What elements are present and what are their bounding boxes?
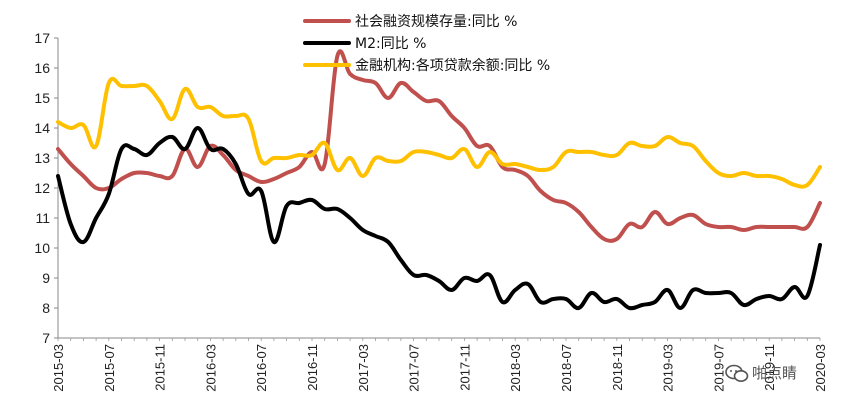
axes-layer: 7 8 9 10 11 12 13 14 15 16 17 2015-03 2015-07 2015-11…	[34, 30, 828, 392]
watermark-text: 啪点睛	[752, 364, 797, 382]
legend-label: 社会融资规模存量:同比 %	[355, 14, 517, 30]
y-tick-label: 7	[42, 330, 50, 346]
series-line-m2-yoy	[56, 126, 822, 311]
x-tick-label: 2016-03	[203, 344, 218, 392]
y-tick-label: 17	[34, 30, 50, 46]
x-tick-label: 2019-07	[711, 344, 726, 392]
legend-label: M2:同比 %	[355, 36, 426, 52]
x-tick-label: 2017-03	[356, 344, 371, 392]
x-tick-label: 2017-07	[407, 344, 422, 392]
y-tick-label: 8	[42, 300, 50, 316]
wechat-icon	[725, 364, 749, 382]
y-tick-label: 14	[34, 120, 50, 136]
legend-label: 金融机构:各项贷款余额:同比 %	[355, 57, 550, 74]
y-tick-label: 11	[35, 210, 50, 226]
series-line-loan-balance-yoy	[56, 76, 822, 189]
legend: 社会融资规模存量:同比 % M2:同比 % 金融机构:各项贷款余额:同比 %	[303, 14, 550, 74]
series-layer	[56, 49, 822, 311]
y-tick-label: 10	[34, 240, 50, 256]
x-tick-label: 2016-11	[305, 344, 320, 391]
x-tick-label: 2020-03	[813, 344, 828, 392]
x-tick-label: 2017-11	[457, 344, 472, 391]
x-tick-label: 2015-11	[153, 344, 168, 391]
y-tick-label: 9	[42, 270, 50, 286]
x-tick-label: 2018-03	[508, 344, 523, 392]
y-tick-label: 15	[34, 90, 50, 106]
x-tick-label: 2019-11	[762, 344, 777, 391]
series-line-tsf-stock-yoy	[56, 49, 822, 243]
x-tick-label: 2018-07	[559, 344, 574, 392]
x-tick-label: 2015-03	[51, 344, 66, 392]
y-tick-label: 16	[34, 60, 50, 76]
y-tick-label: 13	[34, 150, 50, 166]
x-tick-label: 2018-11	[610, 344, 625, 391]
x-tick-label: 2015-07	[102, 344, 117, 392]
x-tick-label: 2019-03	[661, 344, 676, 392]
watermark: 啪点睛	[725, 364, 797, 382]
x-tick-label: 2016-07	[254, 344, 269, 392]
y-tick-label: 12	[34, 180, 50, 196]
